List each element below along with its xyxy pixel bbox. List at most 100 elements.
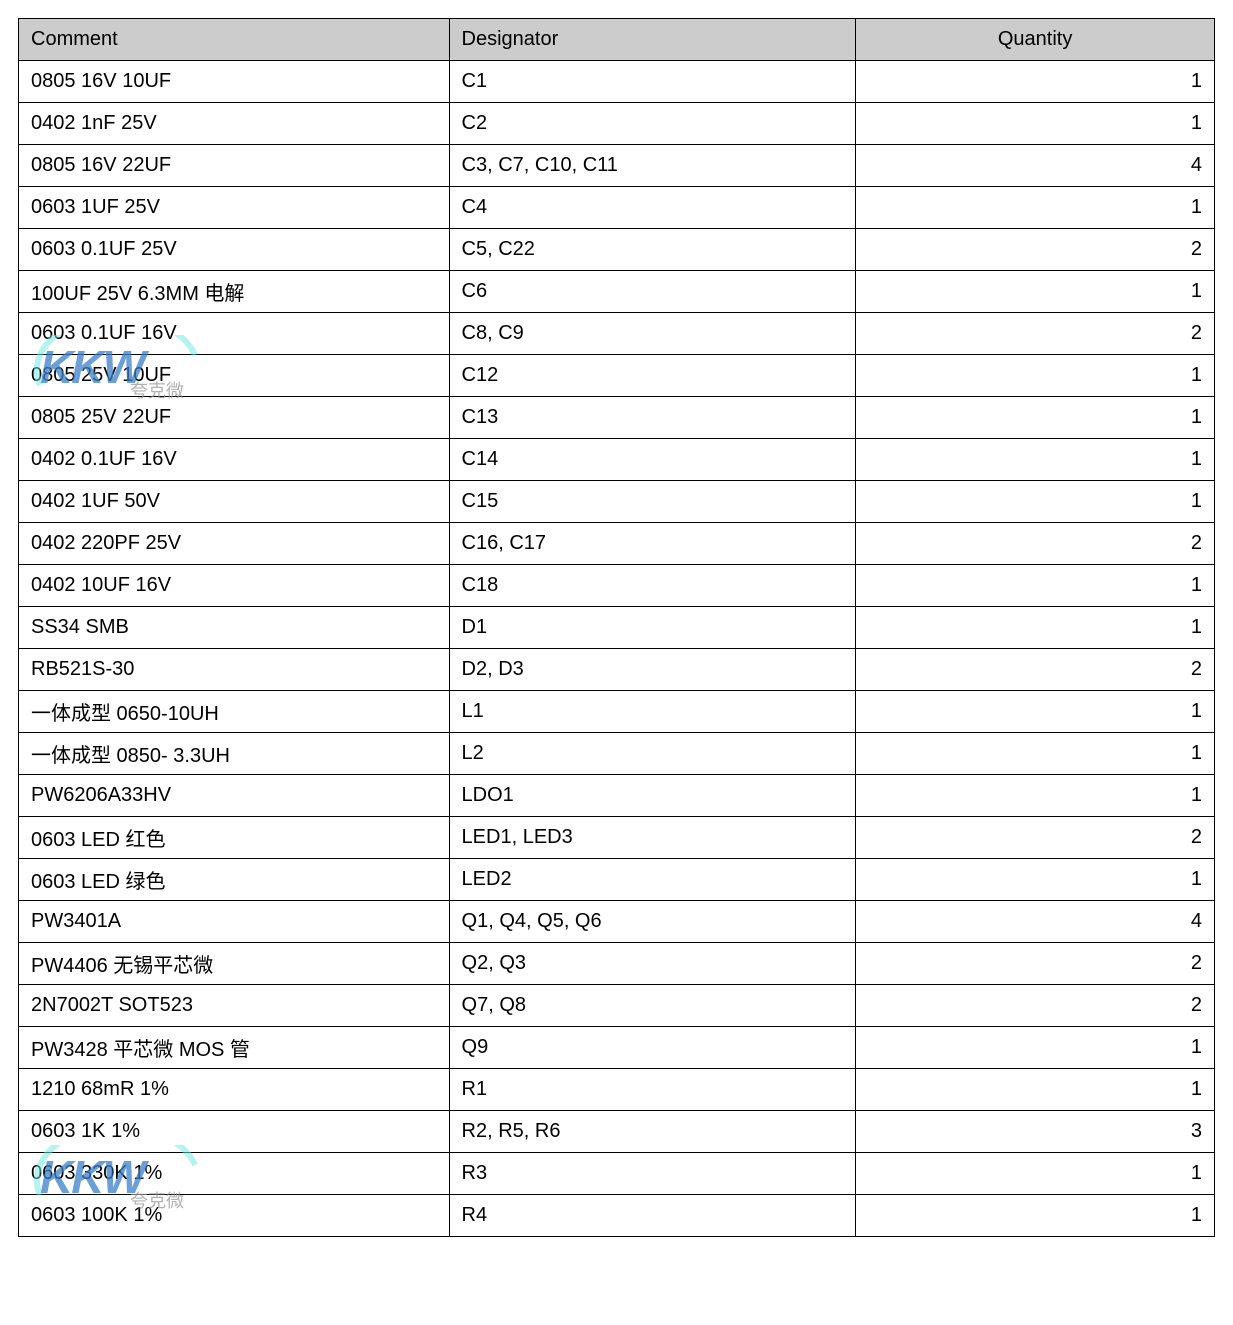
cell-quantity: 2 [856,943,1215,985]
cell-quantity: 1 [856,607,1215,649]
cell-quantity: 1 [856,859,1215,901]
table-row: 100UF 25V 6.3MM 电解C61 [19,271,1215,313]
cell-quantity: 1 [856,775,1215,817]
cell-comment: PW4406 无锡平芯微 [19,943,450,985]
cell-comment: PW3428 平芯微 MOS 管 [19,1027,450,1069]
cell-comment: 0805 16V 10UF [19,61,450,103]
cell-quantity: 1 [856,439,1215,481]
header-quantity: Quantity [856,19,1215,61]
cell-comment: 0402 0.1UF 16V [19,439,450,481]
cell-comment: 0603 LED 绿色 [19,859,450,901]
cell-comment: 0402 220PF 25V [19,523,450,565]
cell-designator: D1 [449,607,856,649]
cell-comment: 0402 1nF 25V [19,103,450,145]
cell-designator: R2, R5, R6 [449,1111,856,1153]
cell-comment: 2N7002T SOT523 [19,985,450,1027]
cell-quantity: 1 [856,397,1215,439]
cell-comment: 一体成型 0850- 3.3UH [19,733,450,775]
table-row: 0603 1K 1%R2, R5, R63 [19,1111,1215,1153]
cell-comment: 0603 0.1UF 16V [19,313,450,355]
cell-comment: PW6206A33HV [19,775,450,817]
table-row: 0603 LED 绿色LED21 [19,859,1215,901]
table-row: 0603 0.1UF 16VC8, C92 [19,313,1215,355]
table-row: SS34 SMBD11 [19,607,1215,649]
cell-comment: 0402 10UF 16V [19,565,450,607]
cell-designator: L2 [449,733,856,775]
cell-designator: Q9 [449,1027,856,1069]
cell-quantity: 1 [856,1195,1215,1237]
table-row: PW3428 平芯微 MOS 管Q91 [19,1027,1215,1069]
cell-comment: 0603 330K 1% [19,1153,450,1195]
cell-quantity: 2 [856,649,1215,691]
table-row: PW6206A33HVLDO11 [19,775,1215,817]
cell-designator: C6 [449,271,856,313]
bom-table: Comment Designator Quantity 0805 16V 10U… [18,18,1215,1237]
cell-designator: C8, C9 [449,313,856,355]
table-row: 0805 16V 10UFC11 [19,61,1215,103]
cell-quantity: 1 [856,733,1215,775]
cell-designator: R1 [449,1069,856,1111]
cell-comment: 0603 1UF 25V [19,187,450,229]
cell-quantity: 1 [856,61,1215,103]
table-row: 0603 0.1UF 25VC5, C222 [19,229,1215,271]
table-row: 0402 0.1UF 16VC141 [19,439,1215,481]
cell-comment: PW3401A [19,901,450,943]
table-row: 0805 25V 22UFC131 [19,397,1215,439]
cell-quantity: 1 [856,271,1215,313]
cell-designator: LDO1 [449,775,856,817]
cell-quantity: 1 [856,1069,1215,1111]
cell-comment: 0603 0.1UF 25V [19,229,450,271]
cell-designator: LED2 [449,859,856,901]
cell-comment: 0805 16V 22UF [19,145,450,187]
cell-designator: C13 [449,397,856,439]
cell-quantity: 2 [856,523,1215,565]
table-row: 0402 220PF 25VC16, C172 [19,523,1215,565]
cell-designator: Q2, Q3 [449,943,856,985]
cell-quantity: 1 [856,1027,1215,1069]
cell-designator: Q1, Q4, Q5, Q6 [449,901,856,943]
table-row: 0603 1UF 25VC41 [19,187,1215,229]
cell-designator: C15 [449,481,856,523]
cell-quantity: 1 [856,187,1215,229]
cell-comment: 0805 25V 10UF [19,355,450,397]
table-row: RB521S-30D2, D32 [19,649,1215,691]
table-row: 0603 330K 1%R31 [19,1153,1215,1195]
table-row: 一体成型 0650-10UHL11 [19,691,1215,733]
cell-designator: C3, C7, C10, C11 [449,145,856,187]
table-row: 0402 1UF 50VC151 [19,481,1215,523]
cell-quantity: 2 [856,985,1215,1027]
cell-comment: 0402 1UF 50V [19,481,450,523]
cell-quantity: 4 [856,901,1215,943]
cell-quantity: 1 [856,691,1215,733]
cell-comment: 0603 100K 1% [19,1195,450,1237]
cell-quantity: 2 [856,817,1215,859]
table-row: 0805 25V 10UFC121 [19,355,1215,397]
table-row: 0603 LED 红色LED1, LED32 [19,817,1215,859]
cell-designator: C4 [449,187,856,229]
cell-designator: L1 [449,691,856,733]
cell-comment: 1210 68mR 1% [19,1069,450,1111]
cell-comment: 0805 25V 22UF [19,397,450,439]
cell-comment: 100UF 25V 6.3MM 电解 [19,271,450,313]
cell-quantity: 2 [856,313,1215,355]
cell-designator: LED1, LED3 [449,817,856,859]
cell-designator: C14 [449,439,856,481]
cell-comment: SS34 SMB [19,607,450,649]
cell-quantity: 1 [856,103,1215,145]
cell-designator: Q7, Q8 [449,985,856,1027]
table-header-row: Comment Designator Quantity [19,19,1215,61]
table-row: 0402 1nF 25VC21 [19,103,1215,145]
cell-designator: R3 [449,1153,856,1195]
table-row: 0805 16V 22UFC3, C7, C10, C114 [19,145,1215,187]
table-row: 一体成型 0850- 3.3UHL21 [19,733,1215,775]
table-row: PW4406 无锡平芯微Q2, Q32 [19,943,1215,985]
cell-quantity: 3 [856,1111,1215,1153]
table-row: 2N7002T SOT523Q7, Q82 [19,985,1215,1027]
cell-designator: R4 [449,1195,856,1237]
cell-designator: C16, C17 [449,523,856,565]
header-comment: Comment [19,19,450,61]
cell-designator: D2, D3 [449,649,856,691]
table-row: 0603 100K 1%R41 [19,1195,1215,1237]
cell-designator: C5, C22 [449,229,856,271]
cell-designator: C12 [449,355,856,397]
